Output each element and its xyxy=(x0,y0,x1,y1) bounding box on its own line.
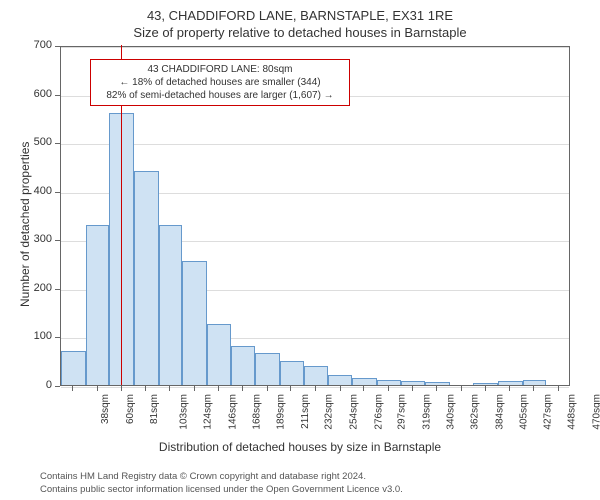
x-tick xyxy=(97,386,98,391)
x-tick-label: 340sqm xyxy=(445,394,456,430)
y-tick xyxy=(55,337,60,338)
x-tick-label: 297sqm xyxy=(397,394,408,430)
x-tick-label: 319sqm xyxy=(422,394,433,430)
y-tick xyxy=(55,386,60,387)
x-tick-label: 232sqm xyxy=(324,394,335,430)
x-tick xyxy=(267,386,268,391)
y-tick-label: 500 xyxy=(22,136,52,148)
x-tick-label: 38sqm xyxy=(100,394,111,424)
x-tick xyxy=(121,386,122,391)
chart-title-sub: Size of property relative to detached ho… xyxy=(0,23,600,40)
y-tick-label: 200 xyxy=(22,282,52,294)
x-tick-label: 60sqm xyxy=(125,394,136,424)
y-tick-label: 300 xyxy=(22,233,52,245)
y-tick-label: 700 xyxy=(22,39,52,51)
x-tick xyxy=(363,386,364,391)
x-tick-label: 405sqm xyxy=(518,394,529,430)
x-tick-label: 168sqm xyxy=(252,394,263,430)
histogram-bar xyxy=(523,380,547,385)
x-tick-label: 384sqm xyxy=(495,394,506,430)
y-axis-label: Number of detached properties xyxy=(18,127,32,307)
histogram-bar xyxy=(61,351,86,385)
x-tick xyxy=(145,386,146,391)
histogram-bar xyxy=(328,375,352,385)
y-tick xyxy=(55,240,60,241)
y-tick xyxy=(55,289,60,290)
y-tick-label: 0 xyxy=(22,379,52,391)
x-tick-label: 427sqm xyxy=(543,394,554,430)
x-tick xyxy=(315,386,316,391)
x-tick xyxy=(218,386,219,391)
x-tick xyxy=(412,386,413,391)
x-tick xyxy=(436,386,437,391)
y-gridline xyxy=(61,47,569,48)
footer-line-2: Contains public sector information licen… xyxy=(40,484,403,496)
x-tick-label: 362sqm xyxy=(470,394,481,430)
x-tick xyxy=(533,386,534,391)
y-tick xyxy=(55,95,60,96)
annotation-box: 43 CHADDIFORD LANE: 80sqm ← 18% of detac… xyxy=(90,59,350,106)
chart-title-main: 43, CHADDIFORD LANE, BARNSTAPLE, EX31 1R… xyxy=(0,0,600,23)
chart-container: 43, CHADDIFORD LANE, BARNSTAPLE, EX31 1R… xyxy=(0,0,600,500)
y-tick xyxy=(55,192,60,193)
x-tick xyxy=(242,386,243,391)
x-tick xyxy=(509,386,510,391)
x-tick-label: 254sqm xyxy=(349,394,360,430)
histogram-bar xyxy=(255,353,280,385)
footer-line-1: Contains HM Land Registry data © Crown c… xyxy=(40,471,403,483)
histogram-bar xyxy=(280,361,304,385)
x-tick-label: 124sqm xyxy=(203,394,214,430)
histogram-bar xyxy=(159,225,183,385)
x-tick xyxy=(169,386,170,391)
x-tick-label: 146sqm xyxy=(227,394,238,430)
y-tick xyxy=(55,46,60,47)
y-gridline xyxy=(61,144,569,145)
histogram-bar xyxy=(425,382,450,385)
x-tick-label: 470sqm xyxy=(591,394,600,430)
histogram-bar xyxy=(134,171,159,385)
y-tick xyxy=(55,143,60,144)
histogram-bar xyxy=(352,378,377,385)
x-tick xyxy=(485,386,486,391)
y-tick-label: 600 xyxy=(22,88,52,100)
x-tick xyxy=(290,386,291,391)
histogram-bar xyxy=(182,261,207,385)
y-tick-label: 400 xyxy=(22,185,52,197)
y-tick-label: 100 xyxy=(22,330,52,342)
x-tick xyxy=(72,386,73,391)
x-tick xyxy=(558,386,559,391)
x-tick-label: 448sqm xyxy=(567,394,578,430)
histogram-bar xyxy=(473,383,498,385)
histogram-bar xyxy=(304,366,329,385)
x-tick xyxy=(340,386,341,391)
histogram-bar xyxy=(498,381,523,385)
x-tick-label: 81sqm xyxy=(149,394,160,424)
x-tick-label: 103sqm xyxy=(179,394,190,430)
x-tick xyxy=(461,386,462,391)
histogram-bar xyxy=(207,324,231,385)
x-tick-label: 276sqm xyxy=(373,394,384,430)
annotation-line-2: ← 18% of detached houses are smaller (34… xyxy=(97,76,343,89)
x-tick xyxy=(388,386,389,391)
x-tick xyxy=(194,386,195,391)
histogram-bar xyxy=(401,381,425,385)
x-tick-label: 189sqm xyxy=(276,394,287,430)
histogram-bar xyxy=(86,225,110,385)
x-axis-label: Distribution of detached houses by size … xyxy=(0,440,600,454)
annotation-line-1: 43 CHADDIFORD LANE: 80sqm xyxy=(97,63,343,76)
footer-text: Contains HM Land Registry data © Crown c… xyxy=(40,471,403,496)
x-tick-label: 211sqm xyxy=(300,394,311,429)
histogram-bar xyxy=(377,380,402,385)
histogram-bar xyxy=(231,346,256,385)
annotation-line-3: 82% of semi-detached houses are larger (… xyxy=(97,89,343,102)
